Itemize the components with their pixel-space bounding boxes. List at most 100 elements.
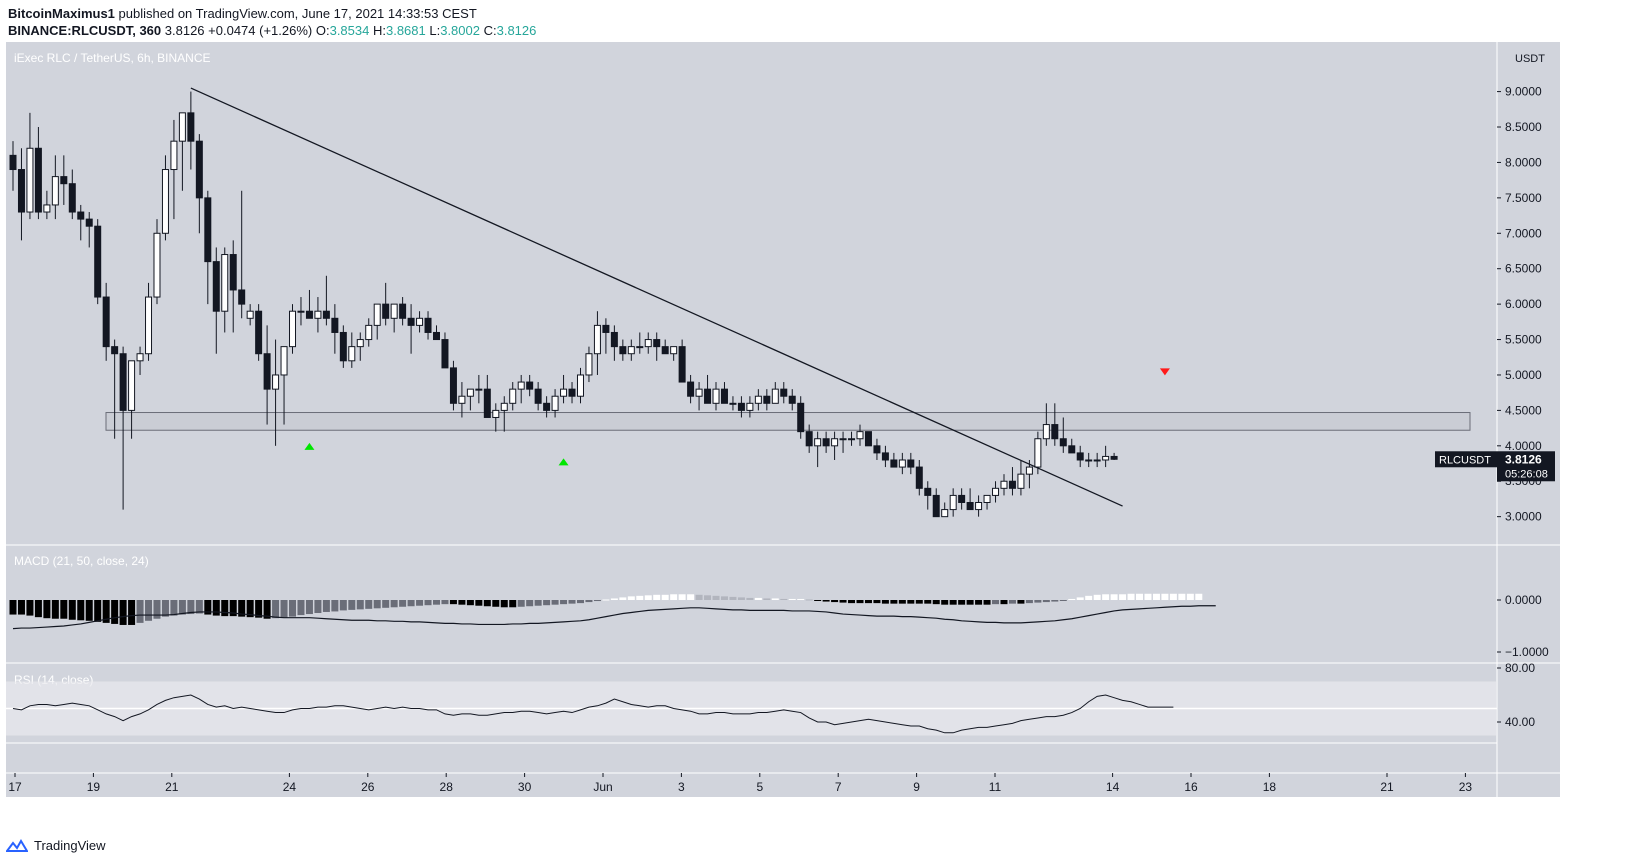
candle — [839, 431, 847, 453]
price-tick-label: 7.5000 — [1505, 191, 1542, 205]
candle — [483, 374, 491, 418]
macd-bar — [77, 600, 85, 621]
candle — [178, 112, 186, 191]
candle-body — [975, 501, 983, 511]
macd-bar — [534, 600, 542, 606]
time-tick-label: 11 — [989, 780, 1002, 794]
macd-bar — [568, 600, 576, 604]
candle-body — [229, 254, 237, 291]
candle — [687, 374, 695, 404]
candle-body — [26, 147, 34, 213]
candle-body — [416, 317, 424, 326]
candle — [949, 488, 957, 517]
macd-bar — [483, 600, 491, 607]
macd-bar — [763, 598, 771, 600]
macd-bar — [51, 600, 59, 619]
candle — [568, 382, 576, 404]
candle — [382, 282, 390, 326]
candle-body — [246, 310, 254, 319]
candle — [373, 303, 381, 340]
candle-body — [187, 112, 195, 142]
macd-line — [12, 605, 1216, 630]
candle-body — [678, 346, 686, 383]
candle-body — [161, 169, 169, 234]
candle-body — [280, 346, 288, 376]
footer-brand[interactable]: TradingView — [6, 838, 106, 853]
candle — [365, 318, 373, 347]
price-tick-label: 6.5000 — [1505, 262, 1542, 276]
macd-pane — [6, 545, 1497, 663]
candle-body — [771, 388, 779, 404]
macd-bar — [704, 595, 712, 600]
candle-body — [221, 254, 229, 312]
macd-bar — [187, 600, 195, 615]
macd-bar — [670, 594, 678, 600]
candle — [881, 445, 889, 468]
macd-bar — [102, 600, 110, 623]
macd-bar — [881, 600, 889, 604]
candle — [1000, 474, 1008, 496]
candle-body — [407, 317, 415, 326]
symbol-label: BINANCE:RLCUSDT, 360 — [8, 23, 162, 38]
macd-bar — [356, 600, 364, 610]
macd-bar — [602, 599, 610, 601]
candle — [517, 374, 525, 404]
candle-body — [797, 402, 805, 433]
candle-body — [255, 310, 263, 355]
tradingview-logo-icon — [6, 838, 28, 852]
candle-body — [695, 388, 703, 397]
macd-bar — [1186, 593, 1194, 600]
macd-bar — [136, 600, 144, 623]
candle — [737, 396, 745, 418]
candle — [848, 431, 856, 446]
candle — [932, 488, 940, 518]
candle-body — [373, 303, 381, 326]
candle-body — [1025, 466, 1033, 475]
time-tick-label: 28 — [440, 780, 454, 794]
candle — [619, 339, 627, 361]
candle — [153, 219, 161, 305]
candle-body — [560, 388, 568, 397]
candle-body — [305, 310, 313, 319]
macd-bar — [331, 600, 339, 612]
macd-bar — [195, 600, 203, 614]
macd-bar — [1042, 600, 1050, 603]
macd-bar — [272, 600, 280, 619]
macd-bar — [85, 600, 93, 621]
published-text: published on TradingView.com, June 17, 2… — [118, 6, 477, 21]
candle — [856, 424, 864, 446]
close-label: C: — [483, 23, 497, 38]
candle-body — [788, 395, 796, 404]
candle — [221, 247, 229, 333]
candle-body — [153, 232, 161, 298]
macd-tick-label: −1.0000 — [1505, 645, 1549, 659]
candle — [551, 389, 559, 418]
high-label: H: — [372, 23, 386, 38]
candle — [653, 332, 661, 361]
macd-bar — [1127, 593, 1135, 600]
macd-bar — [551, 600, 559, 605]
macd-bar — [983, 600, 991, 605]
candle — [136, 346, 144, 375]
candle — [593, 311, 601, 375]
candle — [636, 332, 644, 354]
candle — [890, 452, 898, 468]
macd-bar — [314, 600, 322, 613]
macd-bar — [246, 600, 254, 618]
candle — [526, 374, 534, 397]
macd-bar — [500, 600, 508, 608]
candle-body — [60, 176, 68, 185]
candle-body — [195, 140, 203, 199]
candle — [670, 346, 678, 361]
candle — [992, 481, 1000, 503]
macd-tick-label: 0.0000 — [1505, 593, 1542, 607]
candle-body — [1068, 445, 1076, 454]
candle — [797, 396, 805, 439]
candle-body — [737, 402, 745, 411]
candle — [466, 388, 474, 411]
publisher-name[interactable]: BitcoinMaximus1 — [8, 6, 115, 21]
macd-bar — [814, 600, 822, 601]
buy-arrow-marker — [558, 458, 569, 466]
candle-body — [128, 360, 136, 411]
